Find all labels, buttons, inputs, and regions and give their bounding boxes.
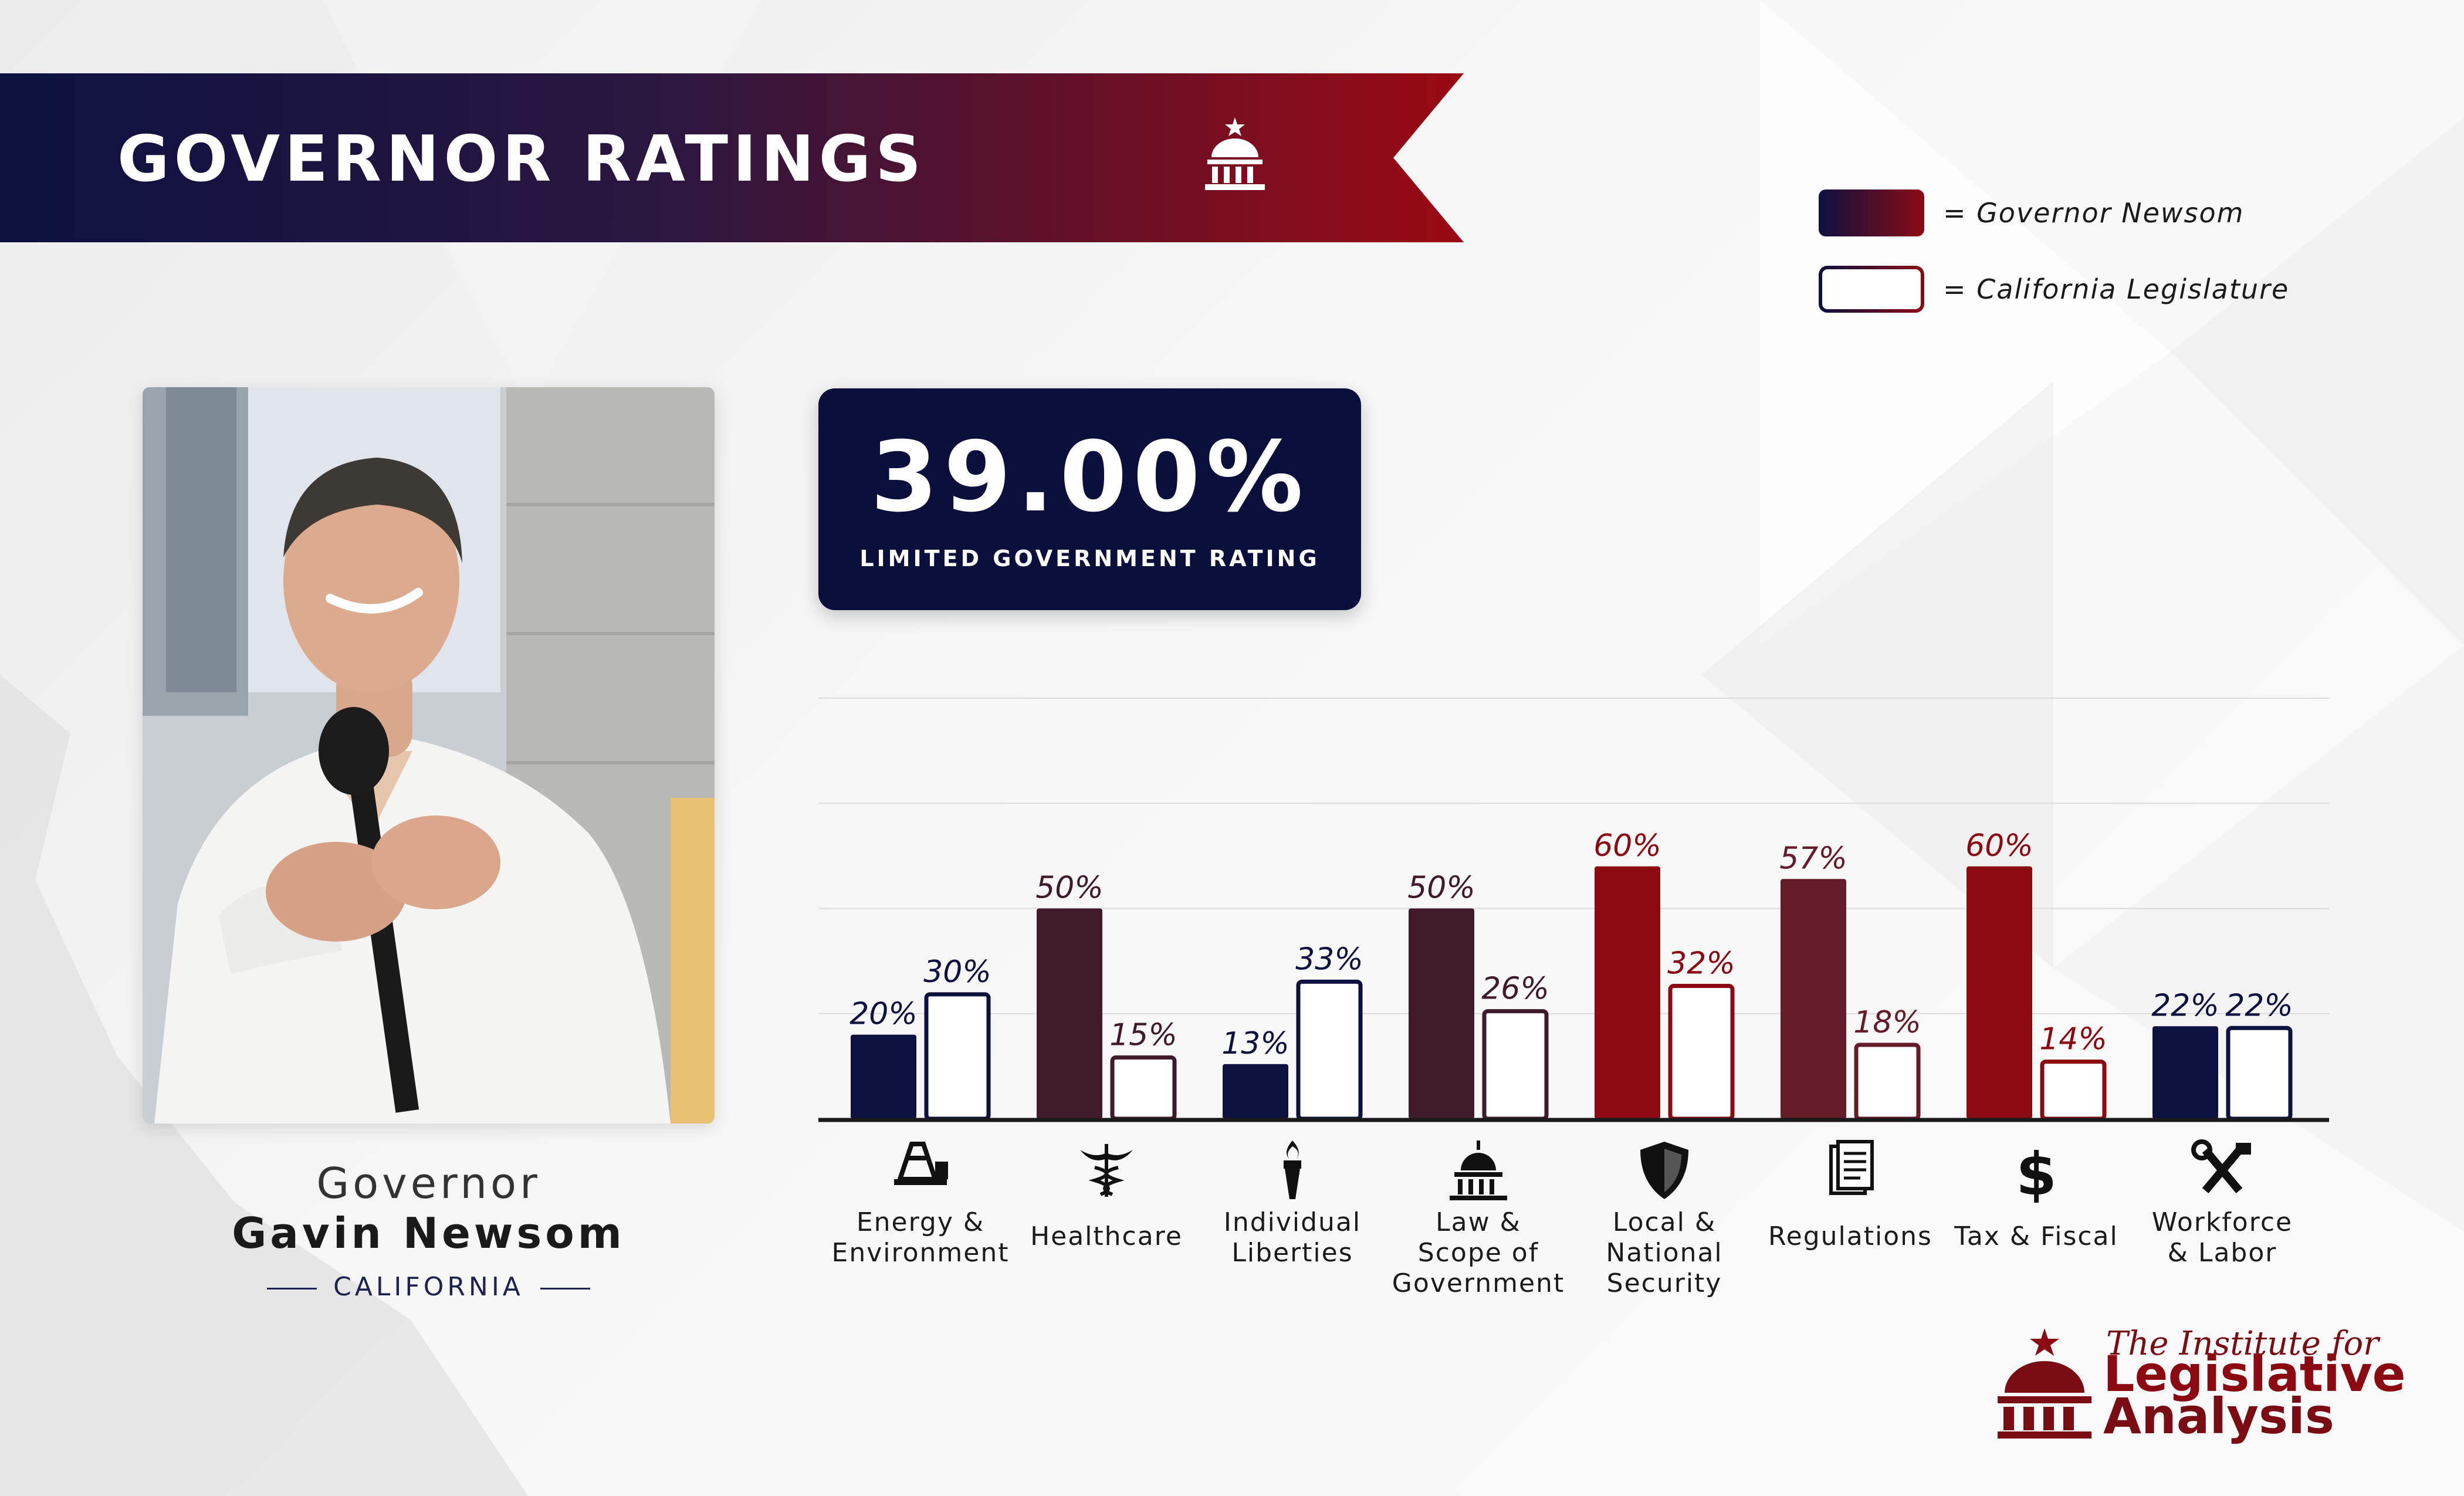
- governor-state: CALIFORNIA: [143, 1272, 715, 1302]
- dollar-icon: $: [2016, 1140, 2057, 1203]
- legend-legislature: = California Legislature: [1819, 263, 2289, 316]
- data-label-legislature: 15%: [1109, 1017, 1177, 1052]
- bar-legislature: [2040, 1060, 2107, 1121]
- bar-legislature: [1110, 1055, 1177, 1121]
- data-label-governor: 22%: [2151, 988, 2219, 1023]
- rating-value: 39.00%: [870, 421, 1309, 533]
- oil-derrick-icon: [894, 1142, 948, 1185]
- data-label-governor: 60%: [1593, 828, 1661, 864]
- page-title: GOVERNOR RATINGS: [117, 123, 926, 196]
- bar-governor: [1595, 866, 1660, 1119]
- category-label: Healthcare: [1030, 1221, 1183, 1251]
- logo-line3: Analysis: [2103, 1387, 2334, 1445]
- bar-legislature: [924, 992, 991, 1121]
- torch-icon: [1284, 1140, 1301, 1199]
- category-label: Law & Scope of Government: [1392, 1207, 1565, 1298]
- rating-label: LIMITED GOVERNMENT RATING: [859, 546, 1320, 571]
- data-label-legislature: 26%: [1481, 972, 1549, 1007]
- bar-legislature: [2226, 1025, 2293, 1121]
- legend-governor-label: = Governor Newsom: [1943, 197, 2245, 229]
- data-label-governor: 13%: [1221, 1026, 1289, 1061]
- documents-icon: [1829, 1140, 1874, 1195]
- governor-name: Gavin Newsom: [232, 1209, 625, 1258]
- legend-swatch-outline: [1819, 266, 1924, 313]
- bar-governor: [2152, 1026, 2218, 1119]
- logo-line1: The Institute for: [2106, 1325, 2379, 1363]
- data-label-governor: 50%: [1035, 871, 1104, 906]
- category-label: Workforce & Labor: [2151, 1207, 2293, 1268]
- logo-line2: Legislative: [2103, 1345, 2406, 1403]
- bar-governor: [1037, 908, 1102, 1119]
- state-label: CALIFORNIA: [333, 1272, 524, 1302]
- bar-legislature: [1482, 1009, 1549, 1121]
- state-divider-left: [267, 1287, 317, 1289]
- legend-swatch-filled: [1819, 189, 1924, 236]
- capitol-dome-icon: [1205, 117, 1265, 190]
- data-label-governor: 50%: [1407, 871, 1475, 906]
- legend-legislature-label: = California Legislature: [1943, 273, 2290, 305]
- svg-text:$: $: [2016, 1140, 2057, 1203]
- governor-title: Governor: [316, 1159, 541, 1208]
- data-label-governor: 20%: [849, 997, 918, 1032]
- tools-icon: [2191, 1139, 2251, 1193]
- institute-logo-icon: [1998, 1328, 2091, 1439]
- capitol-icon: [1450, 1140, 1507, 1200]
- shield-icon: [1640, 1142, 1688, 1199]
- bar-legislature: [1668, 984, 1735, 1121]
- category-label: Local & National Security: [1606, 1207, 1723, 1298]
- data-label-legislature: 18%: [1853, 1005, 1921, 1040]
- bar-legislature: [1854, 1043, 1921, 1121]
- rating-box: 39.00% LIMITED GOVERNMENT RATING: [818, 388, 1361, 610]
- category-label: Energy & Environment: [831, 1207, 1010, 1268]
- bar-governor: [1967, 866, 2032, 1119]
- category-label: Regulations: [1768, 1221, 1932, 1251]
- legend-governor: = Governor Newsom: [1819, 187, 2244, 239]
- data-label-legislature: 32%: [1667, 946, 1735, 981]
- data-label-governor: 60%: [1965, 828, 2033, 864]
- data-label-legislature: 33%: [1295, 942, 1363, 977]
- bar-governor: [1781, 879, 1846, 1119]
- bar-legislature: [1296, 979, 1363, 1121]
- state-divider-right: [540, 1287, 590, 1289]
- data-label-governor: 57%: [1779, 841, 1847, 876]
- category-label: Tax & Fiscal: [1954, 1221, 2118, 1251]
- category-label: Individual Liberties: [1223, 1207, 1362, 1268]
- bar-governor: [1409, 908, 1474, 1119]
- data-label-legislature: 30%: [923, 955, 991, 990]
- bar-governor: [1223, 1064, 1288, 1119]
- bar-governor: [851, 1034, 916, 1119]
- caduceus-icon: [1080, 1144, 1133, 1197]
- title-banner: [0, 73, 1464, 242]
- governor-photo: [143, 387, 715, 1123]
- data-label-legislature: 22%: [2225, 988, 2293, 1023]
- data-label-legislature: 14%: [2039, 1022, 2107, 1057]
